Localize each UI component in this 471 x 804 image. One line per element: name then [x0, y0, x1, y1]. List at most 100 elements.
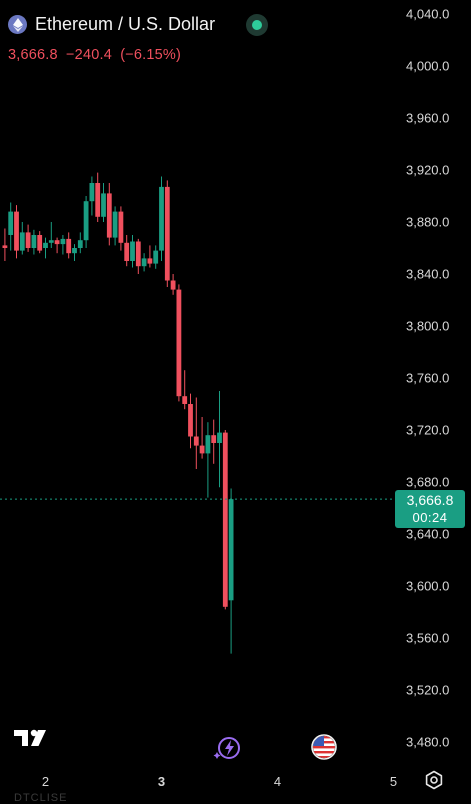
y-tick-label: 3,560.0 — [406, 631, 449, 646]
candle — [199, 417, 205, 459]
candle-body — [222, 432, 228, 607]
candle-body — [14, 211, 19, 251]
y-tick-label: 3,880.0 — [406, 215, 449, 230]
us-flag-icon[interactable] — [311, 734, 337, 760]
candle — [188, 393, 193, 449]
candle-body — [77, 240, 83, 248]
candles-layer — [2, 172, 234, 654]
candle-body — [37, 235, 43, 251]
candle — [2, 228, 8, 261]
candle-body — [48, 240, 54, 243]
symbol-header[interactable]: Ethereum / U.S. Dollar 3,666.8 −240.4 (−… — [8, 14, 268, 63]
candle-body — [112, 211, 118, 238]
candle — [72, 244, 77, 261]
candle — [60, 235, 66, 255]
candle — [101, 183, 106, 222]
candle — [228, 488, 234, 654]
candle-body — [43, 242, 48, 248]
candle-body — [182, 396, 188, 404]
candle — [112, 206, 118, 246]
candle-body — [25, 232, 31, 248]
y-tick-label: 4,040.0 — [406, 7, 449, 22]
candle — [141, 253, 147, 272]
candle — [43, 237, 48, 259]
candle-body — [83, 201, 89, 241]
candle-body — [170, 280, 176, 290]
candle — [8, 202, 14, 251]
candle-body — [66, 238, 72, 254]
candle — [182, 370, 188, 410]
candle-body — [141, 258, 147, 267]
price-change: −240.4 — [66, 47, 112, 63]
candle — [25, 224, 31, 252]
candle — [118, 206, 124, 251]
y-tick-label: 3,600.0 — [406, 579, 449, 594]
y-tick-label: 3,720.0 — [406, 423, 449, 438]
y-axis[interactable]: 4,040.0 4,000.0 3,960.0 3,920.0 3,880.0 3,840… — [406, 7, 449, 750]
settings-icon[interactable] — [424, 770, 444, 790]
candle — [211, 419, 217, 464]
candle — [176, 284, 182, 402]
candle — [153, 245, 159, 269]
last-price: 3,666.8 — [8, 47, 58, 63]
x-tick-label: 3 — [158, 774, 165, 789]
candle-body — [211, 435, 217, 443]
candle — [124, 235, 130, 267]
candle-body — [8, 211, 14, 235]
candle-body — [193, 436, 199, 446]
y-tick-label: 3,840.0 — [406, 267, 449, 282]
price-tag-value: 3,666.8 — [406, 492, 454, 508]
x-tick-label: 5 — [390, 774, 397, 789]
price-change-percent: (−6.15%) — [120, 47, 182, 63]
candle-body — [153, 250, 159, 264]
live-dot-icon — [246, 14, 268, 36]
candle — [83, 196, 89, 248]
candle — [89, 176, 95, 216]
candle — [164, 180, 170, 287]
x-tick-label: 4 — [274, 774, 281, 789]
candle-body — [228, 499, 234, 601]
tradingview-logo[interactable] — [14, 728, 52, 748]
faded-footer-text: DTCLISE — [14, 792, 68, 804]
y-tick-label: 3,800.0 — [406, 319, 449, 334]
candle-body — [159, 186, 164, 251]
candle-body — [72, 248, 77, 254]
candle-body — [130, 241, 135, 261]
candle-body — [176, 289, 182, 397]
candle — [66, 232, 72, 259]
y-tick-label: 3,520.0 — [406, 683, 449, 698]
candle — [159, 176, 164, 261]
candle-body — [164, 186, 170, 281]
candle — [48, 222, 54, 248]
y-tick-label: 3,960.0 — [406, 111, 449, 126]
candle-body — [2, 245, 8, 248]
candle — [106, 183, 112, 246]
y-tick-label: 3,680.0 — [406, 475, 449, 490]
candle — [217, 391, 222, 488]
candle-body — [101, 193, 106, 217]
candle — [37, 231, 43, 254]
candle-body — [106, 193, 112, 238]
candle-body — [205, 435, 211, 454]
candle — [19, 222, 25, 255]
last-price-tag: 3,666.8 00:24 — [395, 490, 465, 528]
candle — [147, 245, 153, 268]
ethereum-icon — [8, 15, 27, 34]
price-tag-countdown: 00:24 — [412, 510, 448, 525]
candle-body — [199, 445, 205, 454]
candle — [14, 205, 19, 259]
candle-body — [54, 240, 60, 245]
candle — [95, 172, 101, 222]
candle-body — [95, 183, 101, 217]
y-tick-label: 3,920.0 — [406, 163, 449, 178]
candle — [77, 232, 83, 254]
candle — [135, 238, 141, 274]
candle-body — [124, 242, 130, 261]
symbol-title[interactable]: Ethereum / U.S. Dollar — [35, 14, 216, 34]
bolt-icon[interactable] — [212, 735, 242, 761]
candle — [130, 235, 135, 268]
y-tick-label: 4,000.0 — [406, 59, 449, 74]
x-axis[interactable]: 2 3 4 5 — [42, 774, 397, 789]
candle — [54, 237, 60, 254]
